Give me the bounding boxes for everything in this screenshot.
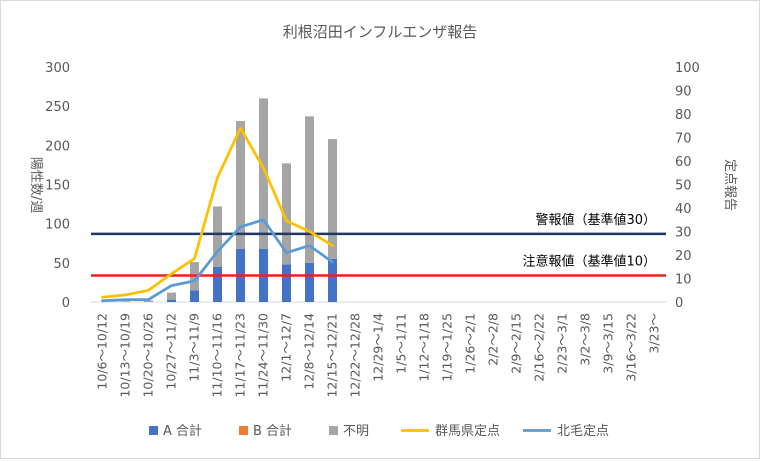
x-tick-label: 10/13～10/19: [118, 313, 133, 398]
y2-tick-label: 20: [675, 249, 692, 264]
x-tick-label: 2/2～2/8: [486, 313, 501, 366]
y-tick-label: 300: [45, 61, 70, 76]
x-tick-label: 3/9～3/15: [601, 313, 616, 374]
bar: [305, 116, 314, 263]
bar: [282, 264, 291, 302]
y-tick-label: 0: [62, 296, 70, 311]
x-tick-label: 11/3～11/9: [187, 313, 202, 382]
x-tick-label: 1/5～1/11: [394, 313, 409, 374]
y2-tick-label: 40: [675, 202, 692, 217]
legend-label: A 合計: [163, 423, 202, 439]
legend-label: 北毛定点: [557, 424, 609, 439]
line-series: [101, 126, 334, 303]
y-tick-label: 150: [45, 179, 70, 194]
y-tick-label: 250: [45, 100, 70, 115]
x-tick-label: 10/20～10/26: [141, 313, 156, 398]
x-tick-label: 12/1～12/7: [279, 313, 294, 382]
bar: [144, 300, 153, 302]
x-tick-label: 3/16～3/22: [624, 313, 639, 382]
x-tick-label: 2/9～2/15: [509, 313, 524, 374]
x-tick-label: 12/29～1/4: [371, 313, 386, 382]
legend-swatch: [149, 426, 158, 435]
y2-tick-label: 50: [675, 179, 692, 194]
x-tick-label: 1/26～2/1: [463, 313, 478, 374]
x-tick-label: 11/24～11/30: [256, 313, 271, 398]
y-tick-label: 100: [45, 218, 70, 233]
threshold-lines: 警報値（基準値30） 注意報値（基準値10）: [91, 212, 666, 277]
x-tick-label: 11/10～11/16: [210, 313, 225, 398]
legend-label: 不明: [343, 424, 369, 439]
bar: [236, 121, 245, 249]
x-tick-label: 2/23～3/1: [555, 313, 570, 374]
right-axis: 0 10 20 30 40 50 60 70 80 90 100: [675, 61, 700, 311]
bar: [167, 299, 176, 302]
bar: [328, 258, 337, 302]
threshold-label: 注意報値（基準値10）: [522, 253, 656, 269]
category-labels: 10/6～10/12 10/13～10/19 10/20～10/26 10/27～11…: [95, 313, 662, 398]
series-line: [101, 218, 334, 303]
y2-tick-label: 70: [675, 132, 692, 147]
series-line: [101, 126, 334, 299]
x-tick-label: 10/27～11/2: [164, 313, 179, 390]
bar: [328, 139, 337, 259]
legend-swatch: [239, 426, 248, 435]
x-tick-label: 1/12～1/18: [417, 313, 432, 382]
legend: A 合計 B 合計 不明 群馬県定点 北毛定点: [149, 423, 609, 439]
bar: [213, 206, 222, 267]
y2-tick-label: 0: [675, 296, 683, 311]
y2-tick-label: 10: [675, 273, 692, 288]
x-tick-label: 2/16～2/22: [532, 313, 547, 382]
threshold-label: 警報値（基準値30）: [535, 212, 656, 228]
y2-axis-label: 定点報告: [722, 159, 737, 211]
y2-tick-label: 60: [675, 155, 692, 170]
bar-series: [121, 98, 337, 302]
legend-label: B 合計: [253, 423, 292, 439]
legend-swatch: [329, 426, 338, 435]
y-tick-label: 200: [45, 139, 70, 154]
x-tick-label: 10/6～10/12: [95, 313, 110, 390]
bar: [259, 98, 268, 249]
x-tick-label: 12/22～12/28: [348, 313, 363, 398]
x-tick-label: 11/17～11/23: [233, 313, 248, 398]
bar: [213, 266, 222, 302]
left-axis: 0 50 100 150 200 250 300: [45, 61, 70, 311]
bar: [305, 262, 314, 302]
x-tick-label: 12/15～12/21: [325, 313, 340, 398]
y-axis-label: 陽性数/週: [28, 157, 43, 213]
y2-tick-label: 80: [675, 108, 692, 123]
legend-label: 群馬県定点: [435, 424, 500, 439]
y2-tick-label: 30: [675, 226, 692, 241]
bar: [167, 292, 176, 300]
bar: [121, 301, 130, 302]
x-tick-label: 3/23～: [647, 313, 662, 354]
x-tick-label: 1/19～1/25: [440, 313, 455, 382]
y2-tick-label: 90: [675, 85, 692, 100]
x-tick-label: 12/8～12/14: [302, 313, 317, 390]
chart-title: 利根沼田インフルエンザ報告: [283, 23, 478, 41]
bar: [282, 163, 291, 265]
bar: [190, 290, 199, 302]
x-tick-label: 3/2～3/8: [578, 313, 593, 366]
y2-tick-label: 100: [675, 61, 700, 76]
y-tick-label: 50: [53, 257, 70, 272]
